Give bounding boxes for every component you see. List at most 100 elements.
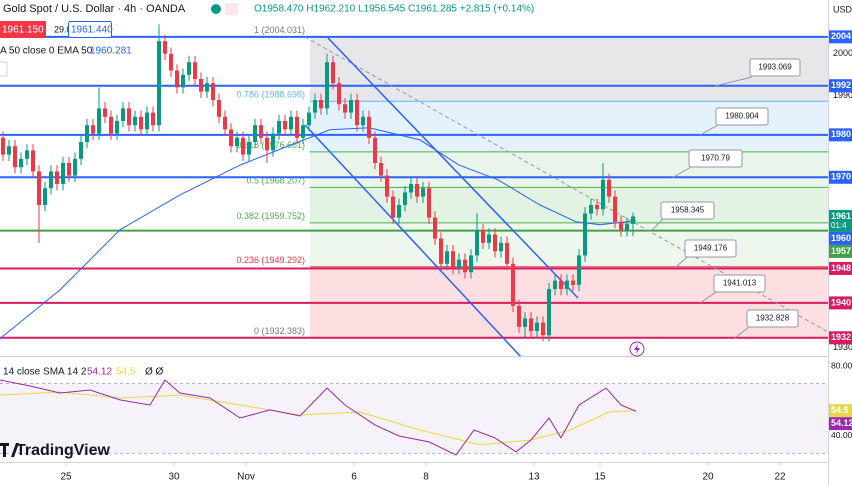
callout-box xyxy=(660,201,715,220)
candle-body xyxy=(235,137,239,147)
fib-zone xyxy=(310,187,828,223)
candle-body xyxy=(157,41,161,126)
candle-body xyxy=(553,280,557,290)
candle-body xyxy=(13,146,17,168)
y-tick-label: 2000 xyxy=(833,48,852,58)
price-tag xyxy=(829,261,852,275)
price-tag-label: 1960 xyxy=(831,233,851,243)
rsi-legend: 14 close SMA 14 2 xyxy=(3,367,87,378)
callout-pointer xyxy=(671,166,692,179)
price-tag xyxy=(829,209,852,232)
price-tag-label: 54.5 xyxy=(831,405,849,415)
callout-box xyxy=(688,149,743,168)
candle-body xyxy=(73,158,77,176)
candle-body xyxy=(31,150,35,172)
candle-body xyxy=(505,242,509,264)
candle-body xyxy=(631,216,635,224)
callout-pointer xyxy=(734,326,750,339)
callout-label: 1970.79 xyxy=(701,154,730,163)
rsi-pane xyxy=(0,379,828,456)
candle-body xyxy=(613,196,617,222)
candle-body xyxy=(205,83,209,92)
candle-body xyxy=(457,259,461,269)
candle-body xyxy=(199,78,203,92)
currency: USD xyxy=(833,4,852,14)
price-tag xyxy=(829,30,852,44)
ema-value: 1960.281 xyxy=(90,46,132,57)
rsi-legend-tail: Ø Ø xyxy=(145,367,164,378)
candle-body xyxy=(589,205,593,214)
candle-body xyxy=(79,142,83,159)
candle-body xyxy=(325,62,329,109)
candle-body xyxy=(523,318,527,327)
candle-body xyxy=(607,179,611,197)
callout-box xyxy=(746,309,799,328)
fib-zone xyxy=(310,222,828,267)
y-tick-label: 1990 xyxy=(833,90,852,100)
callout-pointer xyxy=(651,218,664,231)
candle-body xyxy=(487,234,491,243)
candle-body xyxy=(61,163,65,185)
candle-body xyxy=(319,99,323,109)
candle-body xyxy=(379,163,383,176)
candle-body xyxy=(7,146,11,155)
price-tag-label: 1940 xyxy=(831,297,851,307)
callout-box xyxy=(715,107,769,126)
candle-body xyxy=(181,74,185,88)
price-tag xyxy=(829,296,852,310)
candle-body xyxy=(307,112,311,126)
sell-price: 1961.150 xyxy=(2,25,44,36)
fib-label: 0.5 (1968.207) xyxy=(246,176,305,186)
candle-body xyxy=(187,62,191,75)
candle-body xyxy=(1,137,5,155)
x-tick-label: 25 xyxy=(60,472,72,483)
candles xyxy=(1,24,635,342)
candle-body xyxy=(439,238,443,264)
price-tag xyxy=(829,128,852,142)
callout-pointer xyxy=(699,124,719,136)
callout-box xyxy=(684,239,737,258)
x-tick-label: 6 xyxy=(351,472,357,483)
candle-body xyxy=(427,188,431,218)
sell-button[interactable] xyxy=(0,21,46,38)
price-tag-label: 54.12 xyxy=(831,418,852,428)
candle-body xyxy=(463,259,467,273)
candle-body xyxy=(265,137,269,151)
candle-body xyxy=(277,120,281,134)
candle-body xyxy=(547,289,551,336)
candle-body xyxy=(115,120,119,134)
candle-body xyxy=(163,41,167,54)
candle-body xyxy=(55,171,59,185)
candle-body xyxy=(391,196,395,218)
callouts: 1993.069 1980.904 1970.79 1958.345 1949.… xyxy=(651,58,801,339)
rsi-line xyxy=(0,379,637,456)
candle-body xyxy=(145,112,149,130)
x-tick-label: 20 xyxy=(702,472,714,483)
symbol-title: Gold Spot / U.S. Dollar · 4h · OANDA xyxy=(3,3,186,15)
candle-body xyxy=(151,112,155,126)
candle-body xyxy=(247,142,251,155)
price-tag xyxy=(829,79,852,93)
alert-bolt xyxy=(634,344,640,354)
callout-pointer xyxy=(699,291,717,304)
candle-body xyxy=(91,125,95,134)
candle-body xyxy=(475,230,479,256)
price-tag xyxy=(829,170,852,184)
candle-body xyxy=(625,223,629,231)
candle-body xyxy=(433,217,437,239)
candle-body xyxy=(289,116,293,130)
rsi-value: 54.12 xyxy=(87,367,112,378)
price-tag-label: 1961 xyxy=(831,211,851,221)
candle-body xyxy=(517,305,521,327)
callout-label: 1993.069 xyxy=(758,63,792,72)
collapse-button[interactable] xyxy=(0,61,8,77)
buy-button[interactable] xyxy=(68,21,112,38)
candle-body xyxy=(493,234,497,252)
callout-box xyxy=(749,58,801,77)
candle-body xyxy=(37,171,41,206)
callout-label: 1932.828 xyxy=(756,314,790,323)
price-tag xyxy=(829,417,852,431)
candle-body xyxy=(565,280,569,290)
candle-body xyxy=(403,192,407,206)
